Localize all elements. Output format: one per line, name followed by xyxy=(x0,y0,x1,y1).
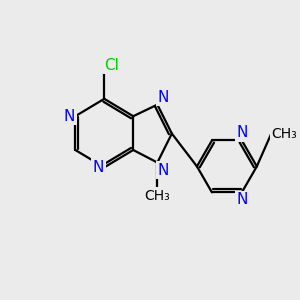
Text: CH₃: CH₃ xyxy=(271,127,297,141)
Text: N: N xyxy=(236,125,248,140)
Text: N: N xyxy=(236,192,248,207)
Text: CH₃: CH₃ xyxy=(145,189,170,202)
Text: N: N xyxy=(158,163,169,178)
Text: Cl: Cl xyxy=(104,58,119,73)
Text: N: N xyxy=(93,160,104,175)
Text: N: N xyxy=(158,90,169,105)
Text: N: N xyxy=(64,109,75,124)
